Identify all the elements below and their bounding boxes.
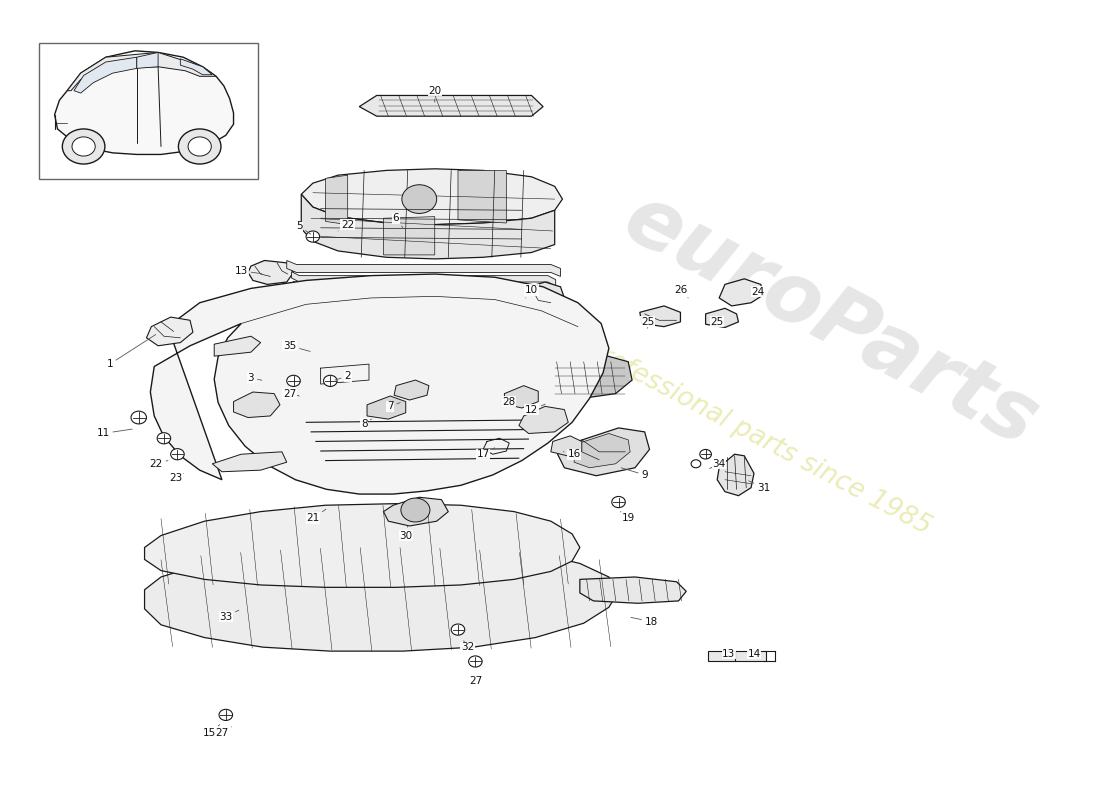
Polygon shape bbox=[212, 452, 287, 472]
Text: 19: 19 bbox=[620, 512, 635, 523]
Polygon shape bbox=[541, 354, 632, 398]
Circle shape bbox=[323, 375, 337, 386]
Polygon shape bbox=[292, 272, 556, 286]
Circle shape bbox=[219, 710, 232, 721]
Polygon shape bbox=[719, 279, 763, 306]
Circle shape bbox=[188, 137, 211, 156]
Polygon shape bbox=[519, 282, 564, 308]
Polygon shape bbox=[144, 504, 580, 587]
Text: 2: 2 bbox=[334, 371, 351, 381]
Polygon shape bbox=[146, 317, 192, 346]
Polygon shape bbox=[297, 290, 549, 305]
Text: euroParts: euroParts bbox=[610, 178, 1052, 463]
Text: 18: 18 bbox=[631, 617, 658, 626]
Polygon shape bbox=[301, 194, 554, 259]
Polygon shape bbox=[707, 651, 766, 662]
Circle shape bbox=[612, 497, 625, 508]
Text: 14: 14 bbox=[747, 649, 760, 658]
Text: 27: 27 bbox=[283, 389, 299, 398]
Polygon shape bbox=[214, 336, 261, 356]
Polygon shape bbox=[67, 53, 216, 90]
Text: 24: 24 bbox=[751, 286, 764, 297]
Polygon shape bbox=[705, 308, 738, 327]
Text: 27: 27 bbox=[216, 727, 232, 738]
Text: 17: 17 bbox=[476, 448, 495, 459]
Text: 31: 31 bbox=[749, 481, 770, 493]
Text: 28: 28 bbox=[503, 397, 516, 406]
Text: 9: 9 bbox=[621, 468, 648, 480]
Text: 34: 34 bbox=[710, 458, 726, 469]
Polygon shape bbox=[294, 282, 553, 295]
Text: 3: 3 bbox=[248, 373, 262, 382]
Circle shape bbox=[287, 375, 300, 386]
Text: 13: 13 bbox=[234, 266, 262, 276]
Polygon shape bbox=[551, 436, 582, 456]
Text: 7: 7 bbox=[387, 402, 400, 411]
Text: 27: 27 bbox=[469, 676, 482, 686]
Polygon shape bbox=[144, 545, 618, 651]
Circle shape bbox=[131, 411, 146, 424]
Circle shape bbox=[451, 624, 464, 635]
Polygon shape bbox=[326, 175, 348, 225]
Polygon shape bbox=[384, 498, 449, 526]
Circle shape bbox=[72, 137, 96, 156]
Text: 10: 10 bbox=[525, 285, 538, 298]
Circle shape bbox=[400, 498, 430, 522]
Text: 8: 8 bbox=[361, 419, 372, 429]
Polygon shape bbox=[287, 261, 561, 277]
Polygon shape bbox=[233, 392, 280, 418]
Text: 22: 22 bbox=[150, 458, 168, 469]
Polygon shape bbox=[717, 454, 754, 496]
Polygon shape bbox=[360, 95, 543, 116]
Polygon shape bbox=[367, 396, 406, 419]
Polygon shape bbox=[505, 386, 538, 408]
Polygon shape bbox=[55, 51, 233, 154]
Circle shape bbox=[170, 449, 184, 460]
Text: 25: 25 bbox=[641, 317, 654, 328]
Polygon shape bbox=[558, 428, 649, 476]
Text: 11: 11 bbox=[97, 429, 132, 438]
Text: 6: 6 bbox=[393, 214, 403, 228]
Circle shape bbox=[691, 460, 701, 468]
Polygon shape bbox=[180, 58, 212, 74]
Polygon shape bbox=[384, 217, 434, 255]
Polygon shape bbox=[74, 57, 136, 93]
Polygon shape bbox=[640, 306, 681, 326]
Text: 22: 22 bbox=[338, 220, 354, 231]
Text: 32: 32 bbox=[461, 641, 474, 652]
Text: 35: 35 bbox=[283, 341, 310, 351]
Text: 21: 21 bbox=[306, 509, 326, 523]
Text: 33: 33 bbox=[219, 610, 239, 622]
Text: 15: 15 bbox=[202, 725, 220, 738]
Polygon shape bbox=[136, 53, 158, 68]
Polygon shape bbox=[574, 434, 630, 468]
Text: 20: 20 bbox=[428, 86, 441, 102]
Text: 26: 26 bbox=[674, 285, 689, 298]
Polygon shape bbox=[580, 577, 686, 603]
Polygon shape bbox=[299, 300, 547, 314]
Polygon shape bbox=[301, 169, 562, 225]
Polygon shape bbox=[458, 170, 506, 223]
Circle shape bbox=[469, 656, 482, 667]
Circle shape bbox=[178, 129, 221, 164]
Circle shape bbox=[306, 231, 320, 242]
Text: 23: 23 bbox=[169, 473, 184, 483]
Text: 30: 30 bbox=[399, 526, 412, 541]
Text: 25: 25 bbox=[711, 317, 724, 327]
Text: 1: 1 bbox=[107, 334, 156, 369]
Polygon shape bbox=[394, 380, 429, 400]
Polygon shape bbox=[519, 406, 569, 434]
Polygon shape bbox=[249, 261, 294, 285]
Text: 12: 12 bbox=[525, 404, 546, 414]
Circle shape bbox=[700, 450, 712, 459]
Text: a professional parts since 1985: a professional parts since 1985 bbox=[558, 323, 935, 541]
Text: 5: 5 bbox=[296, 222, 310, 234]
Text: 16: 16 bbox=[563, 450, 581, 459]
Circle shape bbox=[402, 185, 437, 214]
Text: 13: 13 bbox=[723, 649, 736, 658]
FancyBboxPatch shape bbox=[40, 43, 257, 179]
Circle shape bbox=[63, 129, 104, 164]
Polygon shape bbox=[151, 274, 609, 494]
Circle shape bbox=[157, 433, 170, 444]
